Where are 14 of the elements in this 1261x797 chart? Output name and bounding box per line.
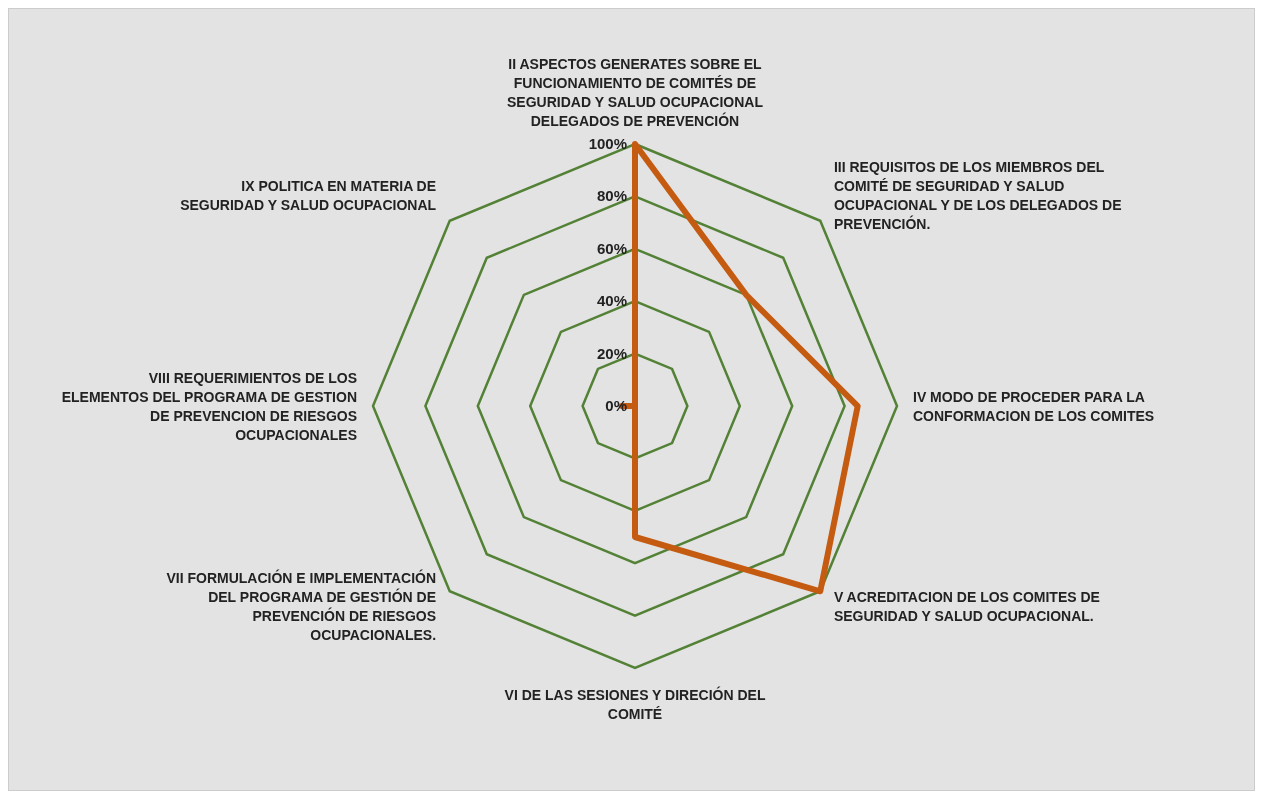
- spoke-label: V ACREDITACION DE LOS COMITES DE SEGURIDAD Y SALUD OCUPACIONAL.: [833, 589, 1100, 625]
- y-tick-label: 80%: [596, 187, 627, 205]
- spoke-label: VI DE LAS SESIONES Y DIRECIÓN DEL COMITÉ: [504, 686, 766, 722]
- y-tick-label: 40%: [596, 292, 627, 310]
- y-tick-label: 60%: [596, 239, 627, 257]
- spoke-label: IV MODO DE PROCEDER PARA LA CONFORMACION DE LOS COMITES: [913, 388, 1155, 424]
- spoke-label: II ASPECTOS GENERATES SOBRE EL FUNCIONAMIENTO DE COMITÉS DE SEGURIDAD Y SALUD OCUPACIONAL DELEGADOS DE PREVENCIÓN: [507, 56, 764, 129]
- spoke-label: VIII REQUERIMIENTOS DE LOS ELEMENTOS DEL PROGRAMA DE GESTION DE PREVENCION DE RIESGOS OCUPACIONALES: [61, 369, 357, 443]
- y-tick-label: 0%: [605, 397, 627, 414]
- y-tick-label: 100%: [588, 135, 627, 152]
- spoke-label: IX POLITICA EN MATERIA DE SEGURIDAD Y SALUD OCUPACIONAL: [180, 177, 437, 213]
- y-tick-label: 20%: [596, 344, 627, 362]
- spoke-label: III REQUISITOS DE LOS MIEMBROS DEL COMITÉ DE SEGURIDAD Y SALUD OCUPACIONAL Y DE LOS DELEGADOS DE PREVENCIÓN.: [833, 158, 1122, 232]
- spoke-label: VII FORMULACIÓN E IMPLEMENTACIÓN DEL PROGRAMA DE GESTIÓN DE PREVENCIÓN DE RIESGOS OCUPACIONALES.: [166, 569, 437, 644]
